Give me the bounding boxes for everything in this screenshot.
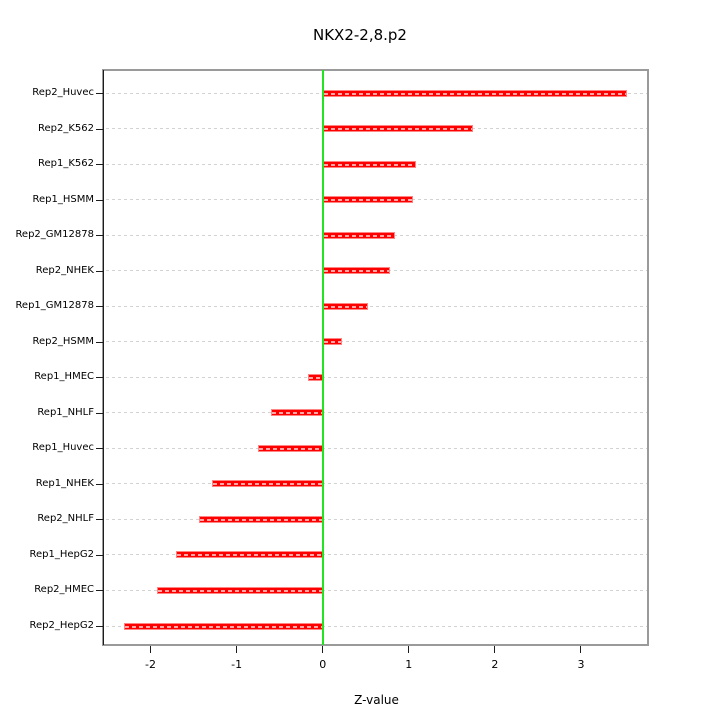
bar <box>322 125 474 133</box>
bar-dash-overlay <box>199 518 322 521</box>
bar-dash-overlay <box>323 341 342 344</box>
bar-dash-overlay <box>323 305 368 308</box>
bar <box>322 160 416 168</box>
y-tick <box>96 164 103 166</box>
bar <box>322 267 390 275</box>
y-axis-label: Rep2_HepG2 <box>29 620 95 631</box>
y-tick <box>96 235 103 237</box>
gridline <box>106 376 647 378</box>
y-tick <box>96 128 103 130</box>
y-tick <box>96 270 103 272</box>
bar <box>271 409 323 417</box>
x-tick <box>408 646 410 653</box>
x-tick <box>494 646 496 653</box>
zero-reference-line <box>321 70 324 645</box>
chart-title: NKX2-2,8.p2 <box>313 26 407 44</box>
bar <box>322 302 369 310</box>
bar-dash-overlay <box>158 589 322 592</box>
bar <box>123 622 323 630</box>
x-tick-label: 0 <box>319 658 327 671</box>
y-tick <box>96 306 103 308</box>
y-axis-label: Rep2_Huvec <box>32 87 94 98</box>
y-tick <box>96 377 103 379</box>
bar-dash-overlay <box>272 412 322 415</box>
plot-area <box>102 69 649 646</box>
bar <box>322 89 628 97</box>
bar-dash-overlay <box>323 128 473 131</box>
y-axis-label: Rep1_HepG2 <box>29 548 95 560</box>
bar-dash-overlay <box>323 163 415 166</box>
y-tick <box>96 519 103 521</box>
x-tick-label: 2 <box>491 658 499 671</box>
bar-dash-overlay <box>309 376 322 379</box>
y-tick <box>96 93 103 94</box>
y-tick <box>96 341 103 343</box>
y-tick <box>96 448 103 450</box>
y-axis-label: Rep1_NHEK <box>35 477 94 489</box>
y-axis-label: Rep2_GM12878 <box>15 229 94 241</box>
bar-dash-overlay <box>124 625 322 628</box>
bar-dash-overlay <box>323 92 627 95</box>
bar <box>211 480 323 488</box>
y-axis-label: Rep1_Huvec <box>32 442 94 454</box>
bar <box>322 338 343 346</box>
bar-dash-overlay <box>323 270 389 273</box>
y-axis-label: Rep2_NHEK <box>35 264 94 276</box>
bar <box>258 444 323 452</box>
gridline <box>106 589 647 591</box>
y-axis-label: Rep1_HMEC <box>34 371 94 383</box>
y-axis-label: Rep1_GM12878 <box>15 300 94 312</box>
gridline <box>106 447 647 449</box>
x-tick <box>580 646 582 653</box>
gridline <box>106 554 647 556</box>
y-axis-label: Rep1_HSMM <box>32 193 94 205</box>
bar-dash-overlay <box>323 234 394 237</box>
y-tick <box>96 199 103 201</box>
y-tick <box>96 626 103 627</box>
bar-dash-overlay <box>323 199 413 202</box>
bar <box>308 373 323 381</box>
y-axis-label: Rep2_NHLF <box>37 513 94 525</box>
gridline <box>106 483 647 485</box>
bar <box>176 551 323 559</box>
x-tick-label: -1 <box>231 658 243 671</box>
y-axis-label: Rep2_HSMM <box>32 335 94 347</box>
y-axis-label: Rep2_K562 <box>37 122 94 134</box>
gridline <box>106 625 647 627</box>
y-tick <box>96 483 103 485</box>
y-axis-label: Rep2_HMEC <box>34 584 94 596</box>
gridline <box>106 305 647 307</box>
x-tick-label: 3 <box>577 658 585 671</box>
bar <box>198 515 323 523</box>
y-axis-label: Rep1_NHLF <box>37 406 94 418</box>
bar <box>322 231 395 239</box>
bar-dash-overlay <box>212 483 322 486</box>
y-tick <box>96 412 103 414</box>
y-tick <box>96 590 103 592</box>
x-tick <box>236 646 238 653</box>
bar-dash-overlay <box>177 554 322 557</box>
x-tick-label: 1 <box>405 658 413 671</box>
gridline <box>106 518 647 520</box>
y-axis-label: Rep1_K562 <box>37 158 94 170</box>
x-tick <box>322 646 324 653</box>
bar <box>157 586 323 594</box>
bar <box>322 196 414 204</box>
x-tick <box>149 646 151 653</box>
x-axis-label: Z-value <box>354 693 399 707</box>
gridline <box>106 341 647 343</box>
x-tick-label: -2 <box>145 658 156 671</box>
y-axis-line <box>103 70 104 645</box>
y-tick <box>96 554 103 556</box>
gridline <box>106 412 647 414</box>
bar-dash-overlay <box>259 447 322 450</box>
